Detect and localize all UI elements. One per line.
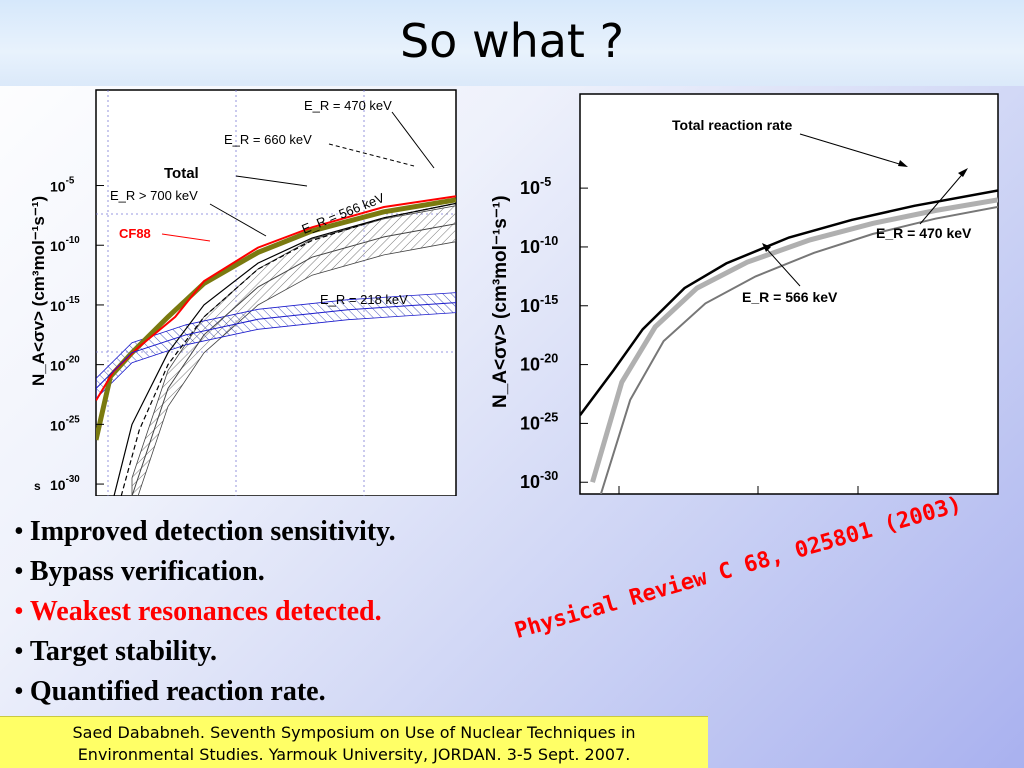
series-line — [96, 197, 456, 441]
slide-title: So what ? — [399, 14, 624, 68]
left-annotation-700: E_R > 700 keV — [110, 188, 267, 237]
y-tick-label: 10-20 — [50, 355, 80, 374]
bullet-item: • Weakest resonances detected. — [14, 596, 382, 627]
svg-text:E_R = 566 keV: E_R = 566 keV — [742, 289, 838, 305]
bullet-item: • Bypass verification. — [14, 556, 265, 587]
series-line — [120, 202, 456, 496]
svg-text:E_R = 218 keV: E_R = 218 keV — [320, 292, 408, 307]
y-tick-label: 10-20 — [520, 352, 558, 375]
svg-text:E_R > 700 keV: E_R > 700 keV — [110, 188, 198, 203]
right-annotation-566: E_R = 566 keV — [742, 243, 838, 305]
left-x-tick-label-partial: s — [34, 479, 41, 493]
left-annotation-total: Total — [164, 165, 308, 187]
series-line — [599, 205, 998, 494]
bullet-list: • Improved detection sensitivity. • Bypass… — [14, 512, 396, 712]
bullet-item: • Quantified reaction rate. — [14, 676, 326, 707]
y-tick-label: 10-10 — [50, 235, 80, 254]
right-annotation-470: E_R = 470 keV — [876, 168, 972, 241]
right-reaction-rate-chart: 10-5 10-10 10-15 10-20 10-25 10-30 N_A<σv> (c… — [490, 93, 999, 495]
series-line — [580, 189, 998, 416]
right-y-axis-label: N_A<σv> (cm³mol⁻¹s⁻¹) — [490, 195, 511, 408]
y-tick-label: 10-30 — [50, 474, 80, 493]
left-reaction-rate-chart: 10-5 10-10 10-15 10-20 10-25 10-30 s N_A<σv> … — [29, 89, 457, 496]
right-plot-area — [579, 93, 999, 495]
y-tick-label: 10-25 — [520, 410, 558, 433]
left-y-axis-label: N_A<σv> (cm³mol⁻¹s⁻¹) — [29, 196, 48, 386]
citation-text: Physical Review C 68, 025801 (2003) — [512, 492, 965, 645]
bullet-item: • Improved detection sensitivity. — [14, 516, 396, 547]
left-annotation-cf88: CF88 — [119, 226, 211, 242]
left-y-ticks: 10-5 10-10 10-15 10-20 10-25 10-30 — [50, 176, 104, 493]
svg-text:CF88: CF88 — [119, 226, 151, 241]
series-line — [590, 197, 998, 483]
svg-text:Total reaction rate: Total reaction rate — [672, 117, 793, 133]
right-series-lines — [580, 189, 998, 494]
svg-text:Total: Total — [164, 165, 199, 182]
left-annotation-660: E_R = 660 keV — [224, 132, 415, 167]
y-tick-label: 10-15 — [520, 293, 558, 316]
footer-line-1: Saed Dababneh. Seventh Symposium on Use … — [72, 723, 636, 742]
left-annotation-218: E_R = 218 keV — [320, 292, 408, 307]
left-annotation-470: E_R = 470 keV — [304, 98, 435, 169]
right-annotation-total: Total reaction rate — [672, 117, 908, 167]
footer-box: Saed Dababneh. Seventh Symposium on Use … — [0, 716, 708, 768]
footer-line-2: Environmental Studies. Yarmouk Universit… — [77, 745, 631, 764]
y-tick-label: 10-10 — [520, 234, 558, 257]
svg-text:E_R = 470 keV: E_R = 470 keV — [304, 98, 392, 113]
bullet-item: • Target stability. — [14, 636, 218, 667]
uncertainty-band — [131, 205, 456, 496]
y-tick-label: 10-30 — [520, 469, 558, 492]
right-y-ticks: 10-5 10-10 10-15 10-20 10-25 10-30 — [520, 175, 588, 492]
y-tick-label: 10-15 — [50, 295, 80, 314]
y-tick-label: 10-5 — [520, 175, 551, 198]
y-tick-label: 10-25 — [50, 414, 80, 433]
left-series-lines — [96, 195, 456, 496]
left-uncertainty-bands — [96, 205, 456, 496]
svg-text:E_R = 660 keV: E_R = 660 keV — [224, 132, 312, 147]
series-line — [96, 302, 456, 389]
series-line — [131, 223, 456, 496]
right-x-ticks — [618, 486, 999, 494]
uncertainty-band — [96, 292, 456, 400]
title-bar: So what ? — [0, 0, 1024, 86]
svg-text:E_R = 470 keV: E_R = 470 keV — [876, 225, 972, 241]
y-tick-label: 10-5 — [50, 176, 75, 195]
